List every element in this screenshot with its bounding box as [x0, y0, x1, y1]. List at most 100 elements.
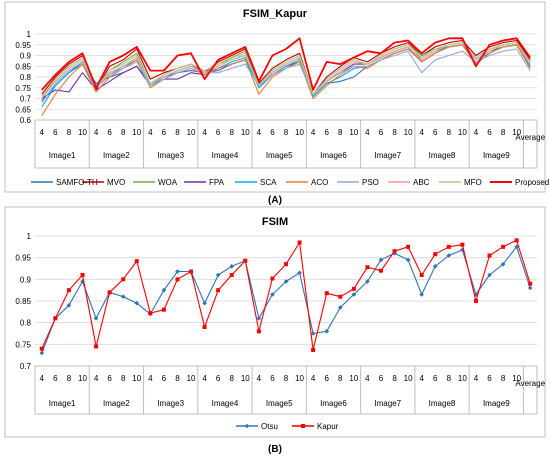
- average-label: Average: [515, 379, 545, 388]
- data-point: [215, 272, 221, 278]
- panel-b-caption: (B): [268, 444, 282, 455]
- group-label: Image6: [320, 151, 347, 160]
- x-tick-label: 8: [284, 128, 289, 137]
- data-point: [229, 273, 234, 277]
- group-label: Image7: [374, 399, 401, 408]
- x-tick-label: 10: [241, 374, 250, 383]
- data-point: [500, 261, 506, 267]
- x-tick-label: 4: [311, 128, 316, 137]
- x-tick-label: 6: [107, 128, 112, 137]
- x-tick-label: 10: [187, 128, 196, 137]
- panel-a-caption: (A): [268, 195, 282, 206]
- legend-marker: [244, 423, 250, 429]
- data-point: [324, 329, 330, 334]
- group-label: Image1: [49, 151, 76, 160]
- data-point: [39, 350, 45, 356]
- data-point: [473, 299, 478, 303]
- data-point: [270, 276, 275, 281]
- group-label: Image2: [103, 399, 130, 408]
- y-tick-label: 0.8: [20, 73, 32, 82]
- data-point: [66, 288, 71, 293]
- data-point: [337, 305, 343, 310]
- x-tick-label: 10: [78, 128, 87, 137]
- data-point: [338, 294, 343, 299]
- x-tick-label: 8: [230, 374, 235, 383]
- x-tick-label: 10: [512, 374, 521, 383]
- y-tick-label: 0.85: [15, 297, 31, 306]
- x-tick-label: 6: [53, 374, 58, 383]
- x-tick-label: 8: [338, 374, 343, 383]
- data-point: [53, 316, 58, 321]
- y-tick-label: 0.8: [20, 319, 32, 328]
- x-tick-label: 8: [67, 128, 72, 137]
- data-point: [107, 290, 112, 295]
- x-tick-label: 6: [162, 374, 167, 383]
- x-tick-label: 10: [349, 128, 358, 137]
- y-tick-label: 0.7: [20, 362, 32, 371]
- data-point: [80, 273, 85, 277]
- x-tick-label: 10: [512, 128, 521, 137]
- legend-label: ABC: [413, 178, 430, 187]
- x-tick-label: 6: [487, 374, 492, 383]
- x-tick-label: 8: [501, 128, 506, 137]
- data-point: [487, 253, 492, 258]
- x-tick-label: 10: [187, 374, 196, 383]
- data-point: [324, 291, 329, 296]
- y-tick-label: 0.9: [20, 52, 32, 61]
- x-tick-label: 10: [78, 374, 87, 383]
- data-point: [419, 292, 424, 297]
- x-tick-label: 10: [132, 374, 141, 383]
- y-tick-label: 0.7: [20, 95, 32, 104]
- data-point: [189, 269, 194, 274]
- legend-label: Otsu: [261, 422, 278, 431]
- y-tick-label: 0.95: [15, 254, 31, 263]
- data-point: [120, 294, 126, 299]
- x-tick-label: 4: [311, 374, 316, 383]
- x-tick-label: 6: [107, 374, 112, 383]
- data-point: [297, 270, 302, 276]
- data-point: [378, 268, 383, 273]
- panel-b-title: FSIM: [262, 216, 288, 228]
- y-tick-label: 0.75: [15, 340, 31, 349]
- x-tick-label: 8: [175, 128, 180, 137]
- data-point: [216, 288, 221, 293]
- x-tick-label: 8: [230, 128, 235, 137]
- x-tick-label: 10: [404, 128, 413, 137]
- panel-a-title: FSIM_Kapur: [243, 8, 308, 20]
- x-tick-label: 6: [324, 128, 329, 137]
- data-point: [243, 258, 248, 263]
- data-point: [134, 259, 139, 264]
- data-point: [202, 300, 207, 306]
- group-label: Image5: [266, 399, 293, 408]
- data-point: [121, 277, 126, 282]
- x-tick-label: 8: [175, 374, 180, 383]
- data-point: [284, 262, 288, 267]
- group-label: Image3: [157, 399, 184, 408]
- x-tick-label: 4: [94, 128, 99, 137]
- data-point: [202, 325, 207, 329]
- data-point: [405, 257, 411, 263]
- x-tick-label: 10: [458, 374, 467, 383]
- legend-label: SCA: [260, 178, 277, 187]
- x-tick-label: 6: [433, 128, 438, 137]
- data-point: [446, 244, 451, 249]
- legend-label: Proposed: [515, 178, 549, 187]
- data-point: [66, 303, 72, 308]
- group-label: Image5: [266, 151, 293, 160]
- data-point: [175, 269, 180, 274]
- data-point: [94, 344, 99, 349]
- x-tick-label: 4: [148, 374, 153, 383]
- x-tick-label: 6: [379, 128, 384, 137]
- data-point: [446, 253, 452, 258]
- x-tick-label: 6: [162, 128, 167, 137]
- series-line-proposed: [41, 37, 531, 91]
- x-tick-label: 10: [458, 128, 467, 137]
- legend-label: PSO: [362, 178, 379, 187]
- data-point: [229, 264, 235, 269]
- data-point: [419, 273, 424, 277]
- data-point: [256, 316, 262, 321]
- x-tick-label: 8: [447, 128, 452, 137]
- x-tick-label: 6: [324, 374, 329, 383]
